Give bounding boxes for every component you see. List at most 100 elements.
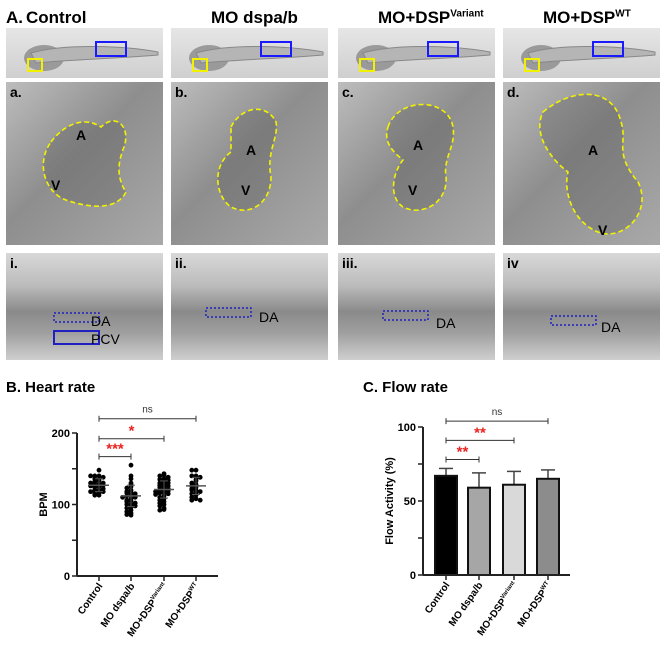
data-point (189, 467, 195, 473)
embryo-drawing (356, 41, 491, 72)
bar (467, 486, 491, 576)
trunk-vessel-image: i. DA PCV (6, 253, 163, 360)
column-title-text: MO dspa/b (211, 8, 298, 27)
trunk-region-box (260, 41, 292, 57)
data-point (96, 467, 102, 473)
vessel-panel-label: ii. (175, 255, 187, 271)
significance-label: ** (474, 424, 486, 441)
data-point (128, 476, 134, 482)
trunk-vessel-image: ii. DA (171, 253, 328, 360)
x-tick-label-main: Control (76, 581, 106, 617)
data-point (92, 492, 98, 498)
x-tick-label-main: MO+DSP (126, 598, 160, 639)
ventricle-label: V (241, 182, 251, 198)
x-tick-label-superscript: Variant (500, 580, 516, 600)
data-point (92, 476, 98, 482)
data-point (88, 489, 93, 495)
x-tick-label-superscript: Variant (150, 581, 166, 601)
vessel-tag-da: DA (91, 313, 111, 329)
heart-image: a. A V (6, 82, 163, 245)
column-title: MO+DSPVariant (378, 8, 484, 28)
data-point (157, 503, 163, 509)
trunk-region-box (592, 41, 624, 57)
flow-rate-chart: 0 50 100 Flow Activity (%) C. Flow rate ** ** n… (363, 379, 570, 638)
embryo-drawing (189, 41, 324, 72)
y-tick-label: 0 (64, 571, 70, 583)
trunk-vessel-image: iii. DA (338, 253, 495, 360)
heart-panel-label: b. (175, 84, 188, 100)
vessel-boxes (53, 312, 100, 345)
whole-embryo-image (171, 28, 328, 78)
heart-image: d. A V (503, 82, 660, 245)
y-axis-label: Flow Activity (%) (384, 457, 396, 545)
bar (502, 483, 526, 576)
data-point (157, 490, 163, 496)
data-point (124, 502, 130, 507)
atrium-label: A (76, 127, 87, 143)
data-point (128, 462, 134, 468)
atrium-label: A (588, 142, 599, 158)
figure-label: A. (6, 8, 23, 27)
significance-label: *** (106, 441, 124, 458)
column-title-text: MO+DSP (378, 8, 451, 27)
x-tick-label: MO dspa/b (447, 580, 485, 628)
column-title-superscript: WT (615, 8, 631, 20)
data-point (197, 489, 203, 495)
heart-region-box (359, 58, 375, 72)
data-point (193, 467, 199, 473)
column-title: MO dspa/b (211, 8, 298, 28)
y-axis-label: BPM (38, 492, 50, 516)
trunk-vessel-image: iv DA (503, 253, 660, 360)
heart-panel-label: a. (10, 84, 22, 100)
atrium-label: A (413, 137, 424, 153)
data-point (197, 474, 203, 480)
data-point (153, 492, 159, 497)
y-tick-label: 100 (398, 422, 416, 434)
x-tick-label-main: Control (423, 580, 453, 616)
column-title-superscript: Variant (450, 8, 484, 20)
data-point (189, 487, 195, 493)
x-tick-label-main: MO+DSP (164, 589, 198, 630)
vessel-tag-da: DA (601, 319, 621, 335)
vessel-panel-label: iii. (342, 255, 358, 271)
bar (536, 477, 560, 576)
heart-panel-label: d. (507, 84, 520, 100)
vessel-panel-label: iv (507, 255, 519, 271)
x-tick-label-main: MO+DSP (476, 597, 510, 638)
heart-outline (385, 103, 455, 211)
y-tick-label: 100 (52, 500, 70, 512)
data-point (193, 496, 199, 502)
data-point (157, 507, 163, 513)
vessel-boxes (550, 315, 597, 326)
y-tick-label: 0 (410, 570, 416, 582)
trunk-region-box (95, 41, 127, 57)
vessel-tag-da: DA (436, 315, 456, 331)
embryo-drawing (24, 41, 159, 72)
ventricle-label: V (51, 177, 61, 193)
significance-label: ns (492, 407, 503, 418)
significance-label: ** (457, 444, 469, 461)
data-point (165, 491, 171, 497)
x-tick-label: Control (423, 580, 453, 616)
y-tick-label: 50 (404, 496, 416, 508)
column-title: MO+DSPWT (543, 8, 631, 28)
vessel-tag-pcv: PCV (91, 331, 120, 347)
heart-region-box (192, 58, 208, 72)
data-point (128, 512, 134, 518)
whole-embryo-image (503, 28, 660, 78)
data-point (189, 497, 195, 503)
heart-image: b. A V (171, 82, 328, 245)
x-tick-label-superscript: WT (540, 580, 550, 591)
data-point (124, 512, 130, 517)
chart-title: C. Flow rate (363, 379, 448, 396)
y-tick-label: 200 (52, 428, 70, 440)
vessel-boxes (205, 307, 252, 318)
whole-embryo-image (6, 28, 163, 78)
ventricle-label: V (408, 182, 418, 198)
heart-region-box (524, 58, 540, 72)
chart-title: B. Heart rate (6, 379, 95, 396)
data-point (132, 491, 138, 497)
data-point (100, 489, 106, 495)
